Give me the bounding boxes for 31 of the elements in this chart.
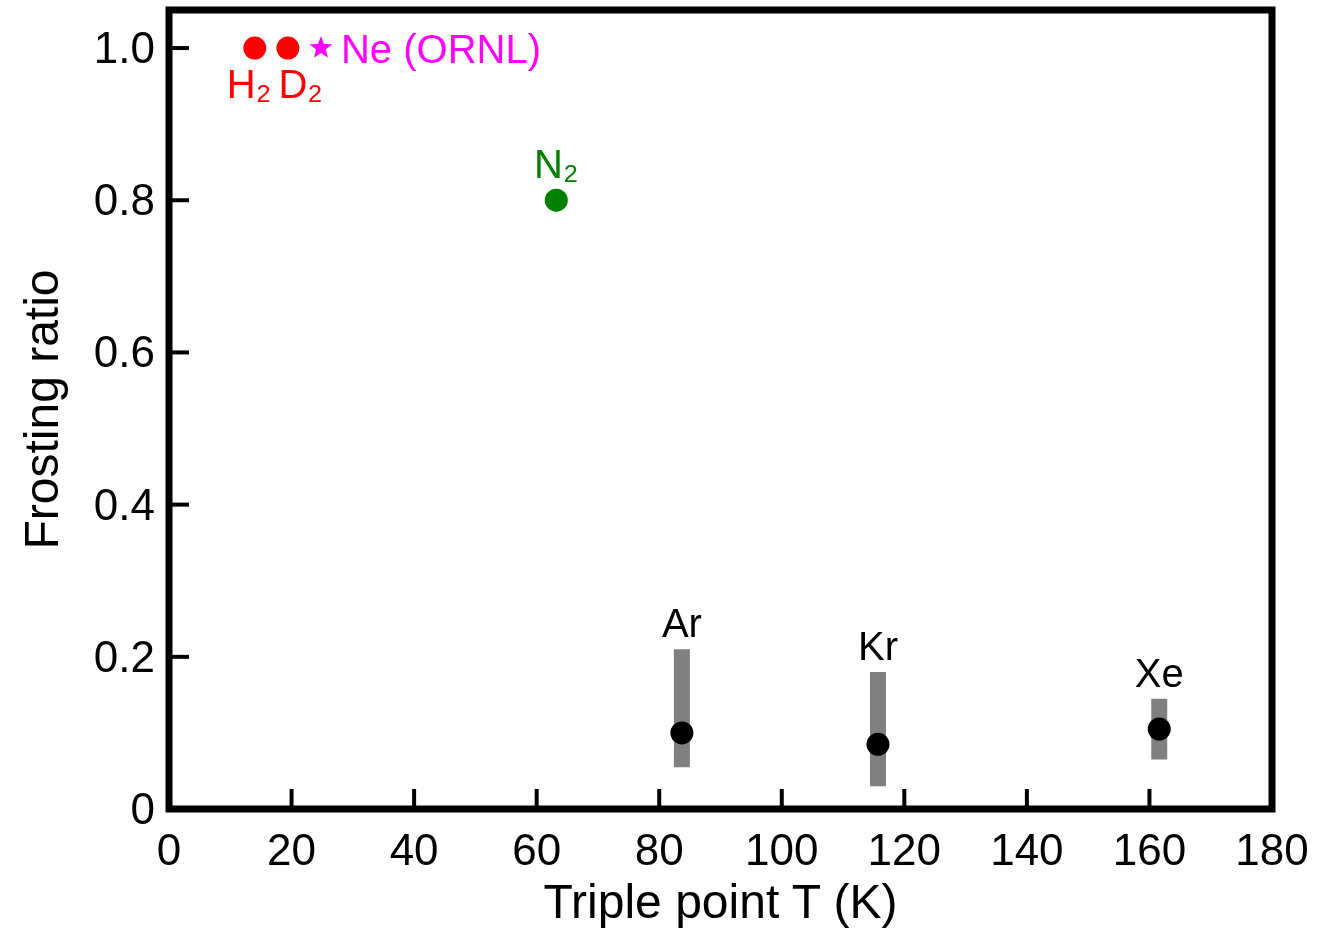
x-tick-label: 60 [512, 825, 562, 874]
point [309, 36, 333, 58]
y-tick-label: 0.8 [93, 175, 155, 225]
series-label: N₂ [534, 142, 579, 187]
point [866, 732, 890, 756]
x-tick-label: 160 [1112, 825, 1187, 874]
y-tick-label: 0.4 [93, 479, 155, 529]
y-tick-label: 0 [130, 784, 155, 833]
x-tick-label: 180 [1235, 825, 1309, 874]
series-label: Kr [857, 624, 898, 669]
x-tick-label: 80 [634, 825, 684, 874]
x-axis-title: Triple point T (K) [543, 875, 898, 928]
point [670, 721, 694, 745]
y-tick-label: 1.0 [93, 23, 155, 73]
y-tick-label: 0.2 [93, 631, 155, 681]
y-tick-label: 0.6 [93, 327, 155, 377]
series-label: H₂ [226, 62, 272, 107]
x-tick-label: 120 [867, 825, 942, 874]
series-label: Xe [1134, 650, 1184, 695]
series-label: D₂ [278, 62, 323, 107]
y-axis-title: Frosting ratio [15, 269, 68, 550]
series-label: Ne (ORNL) [340, 27, 541, 72]
point [243, 36, 267, 60]
series-label: Ar [661, 601, 702, 646]
x-tick-label: 40 [389, 825, 439, 874]
x-tick-label: 20 [267, 825, 317, 874]
x-tick-label: 140 [990, 825, 1064, 874]
x-tick-label: 100 [745, 825, 819, 874]
point [544, 188, 568, 212]
point [1147, 717, 1171, 741]
point [276, 36, 300, 60]
